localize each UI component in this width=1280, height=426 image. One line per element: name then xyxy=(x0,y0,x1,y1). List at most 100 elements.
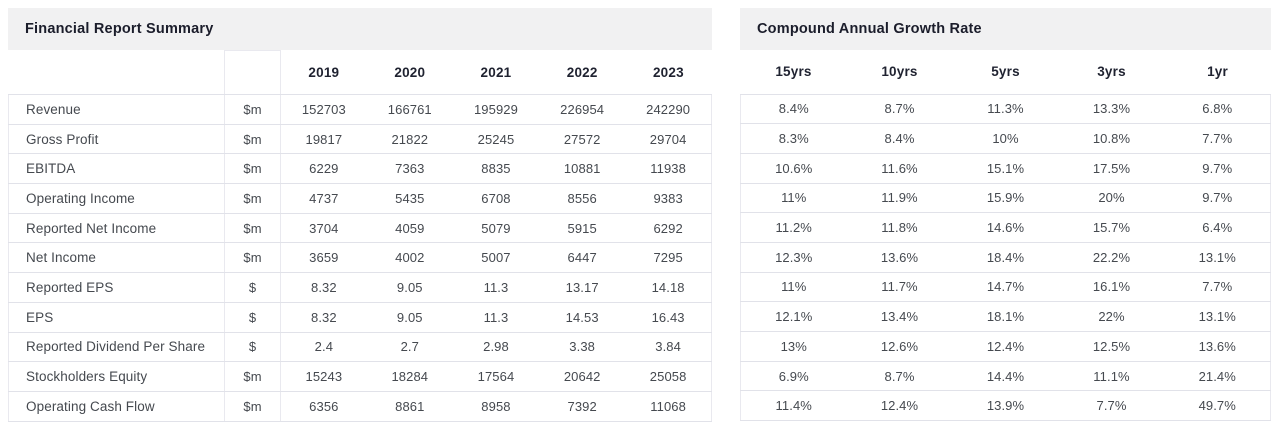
table-row: 8.4% 8.7% 11.3% 13.3% 6.8% xyxy=(740,94,1271,125)
value-cell: 3704 xyxy=(280,213,367,244)
unit-cell: $ xyxy=(224,332,281,363)
value-cell: 13.6% xyxy=(1164,331,1271,362)
value-cell: 4002 xyxy=(366,242,453,274)
unit-cell: $m xyxy=(224,94,281,125)
value-cell: 12.4% xyxy=(952,331,1059,362)
value-cell: 7.7% xyxy=(1058,390,1165,422)
financial-report-title-bar: Financial Report Summary xyxy=(8,8,712,50)
value-cell: 14.6% xyxy=(952,212,1059,243)
value-cell: 11.7% xyxy=(846,272,953,303)
row-label-cell: Operating Cash Flow xyxy=(8,391,225,422)
unit-cell: $m xyxy=(224,124,281,155)
value-cell: 5915 xyxy=(539,213,626,244)
value-cell: 8.3% xyxy=(740,123,847,154)
value-cell: 17.5% xyxy=(1058,153,1165,184)
period-header-cell: 15yrs xyxy=(740,50,847,95)
table-row: 10.6% 11.6% 15.1% 17.5% 9.7% xyxy=(740,153,1271,184)
value-cell: 22% xyxy=(1058,301,1165,332)
row-label-cell: Gross Profit xyxy=(8,124,225,155)
value-cell: 12.3% xyxy=(740,242,847,273)
value-cell: 3.38 xyxy=(539,332,626,363)
period-header-cell: 1yr xyxy=(1164,50,1271,95)
value-cell: 5435 xyxy=(366,183,453,214)
table-row: EPS $8.32 9.05 11.3 14.53 16.43 xyxy=(8,302,713,333)
value-cell: 7392 xyxy=(539,391,626,422)
value-cell: 49.7% xyxy=(1164,390,1271,422)
value-cell: 16.1% xyxy=(1058,272,1165,303)
unit-cell: $m xyxy=(224,361,281,392)
unit-cell: $m xyxy=(224,242,281,274)
table-row: Revenue $m 152703 166761 195929 226954 242290 xyxy=(8,94,713,125)
value-cell: 152703 xyxy=(280,94,367,125)
value-cell: 2.4 xyxy=(280,332,367,363)
value-cell: 4737 xyxy=(280,183,367,214)
financial-report-summary-panel: Financial Report Summary 2019 2020 2021 202… xyxy=(8,8,713,422)
cagr-table-body: 8.4% 8.7% 11.3% 13.3% 6.8% 8.3% 8.4% 10% 10.8% 7.… xyxy=(740,94,1271,422)
row-label-cell: Reported Net Income xyxy=(8,213,225,244)
value-cell: 17564 xyxy=(452,361,540,392)
table-row: Operating Income $m 4737 5435 6708 8556 9383 xyxy=(8,183,713,214)
value-cell: 12.1% xyxy=(740,301,847,332)
year-header-cell: 2022 xyxy=(539,50,626,95)
empty-unit-header-cell xyxy=(224,50,281,95)
table-row: Reported Net Income $m 3704 4059 5079 5915 629… xyxy=(8,213,713,244)
value-cell: 14.18 xyxy=(625,272,713,303)
value-cell: 13.3% xyxy=(1058,94,1165,125)
value-cell: 15.9% xyxy=(952,183,1059,214)
value-cell: 12.5% xyxy=(1058,331,1165,362)
table-row: EBITDA $m 6229 7363 8835 10881 11938 xyxy=(8,153,713,185)
value-cell: 10.8% xyxy=(1058,123,1165,154)
value-cell: 13.4% xyxy=(846,301,953,332)
value-cell: 4059 xyxy=(366,213,453,244)
value-cell: 195929 xyxy=(452,94,540,125)
value-cell: 11068 xyxy=(625,391,713,422)
value-cell: 2.7 xyxy=(366,332,453,363)
row-label-cell: EPS xyxy=(8,302,225,333)
value-cell: 13% xyxy=(740,331,847,362)
value-cell: 11.1% xyxy=(1058,361,1165,392)
table-row: 6.9% 8.7% 14.4% 11.1% 21.4% xyxy=(740,361,1271,392)
cagr-header-row: 15yrs 10yrs 5yrs 3yrs 1yr xyxy=(740,50,1271,95)
table-row: Operating Cash Flow $m 6356 8861 8958 7392 110… xyxy=(8,391,713,422)
value-cell: 5007 xyxy=(452,242,540,274)
value-cell: 8861 xyxy=(366,391,453,422)
value-cell: 3659 xyxy=(280,242,367,274)
cagr-title-bar: Compound Annual Growth Rate xyxy=(740,8,1271,50)
value-cell: 14.53 xyxy=(539,302,626,333)
financial-report-header-row: 2019 2020 2021 2022 2023 xyxy=(8,50,712,95)
value-cell: 7.7% xyxy=(1164,123,1271,154)
value-cell: 11938 xyxy=(625,153,713,185)
value-cell: 20642 xyxy=(539,361,626,392)
table-row: 11% 11.7% 14.7% 16.1% 7.7% xyxy=(740,272,1271,303)
value-cell: 13.6% xyxy=(846,242,953,273)
value-cell: 5079 xyxy=(452,213,540,244)
value-cell: 11.3 xyxy=(452,272,540,303)
value-cell: 12.6% xyxy=(846,331,953,362)
value-cell: 7.7% xyxy=(1164,272,1271,303)
value-cell: 9383 xyxy=(625,183,713,214)
value-cell: 6.4% xyxy=(1164,212,1271,243)
value-cell: 10% xyxy=(952,123,1059,154)
table-row: 12.1% 13.4% 18.1% 22% 13.1% xyxy=(740,301,1271,332)
value-cell: 9.7% xyxy=(1164,153,1271,184)
value-cell: 29704 xyxy=(625,124,713,155)
value-cell: 14.7% xyxy=(952,272,1059,303)
value-cell: 11.8% xyxy=(846,212,953,243)
unit-cell: $m xyxy=(224,391,281,422)
financial-report-table: 2019 2020 2021 2022 2023 Revenue $m 152703 1667… xyxy=(8,50,713,422)
empty-label-header-cell xyxy=(8,50,225,95)
table-row: Reported Dividend Per Share $2.4 2.7 2.98 3.… xyxy=(8,332,713,363)
year-header-cell: 2023 xyxy=(625,50,712,95)
row-label-cell: Reported Dividend Per Share xyxy=(8,332,225,363)
table-row: Gross Profit $m 19817 21822 25245 27572 29704 xyxy=(8,124,713,155)
value-cell: 20% xyxy=(1058,183,1165,214)
value-cell: 6356 xyxy=(280,391,367,422)
value-cell: 166761 xyxy=(366,94,453,125)
value-cell: 10.6% xyxy=(740,153,847,184)
value-cell: 8958 xyxy=(452,391,540,422)
unit-cell: $ xyxy=(224,302,281,333)
value-cell: 6447 xyxy=(539,242,626,274)
table-row: 13% 12.6% 12.4% 12.5% 13.6% xyxy=(740,331,1271,362)
unit-cell: $m xyxy=(224,183,281,214)
cagr-table: 15yrs 10yrs 5yrs 3yrs 1yr 8.4% 8.7% 11.3% 13.3%… xyxy=(740,50,1271,422)
